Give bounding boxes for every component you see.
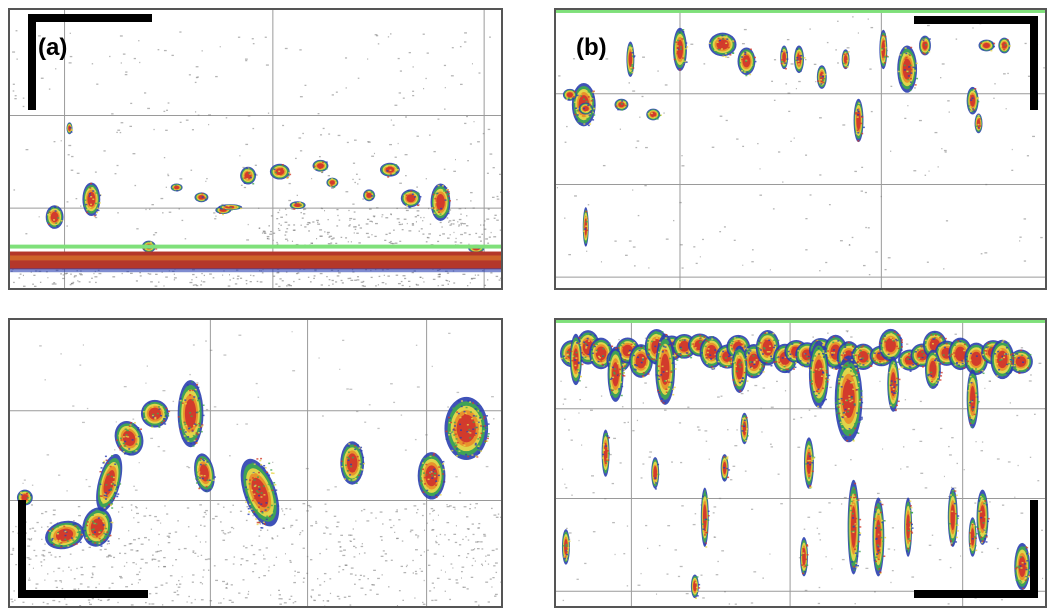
scale-bar-horizontal <box>28 14 152 22</box>
echogram-panel-c <box>8 318 503 608</box>
echogram-panel-b: (b) <box>554 8 1047 290</box>
scale-bar-horizontal <box>914 16 1038 24</box>
echogram-b-canvas <box>556 10 1045 288</box>
echogram-c-canvas <box>10 320 501 606</box>
scale-bar-vertical <box>28 14 36 110</box>
scale-bar-vertical <box>1030 500 1038 598</box>
echogram-d-canvas <box>556 320 1045 606</box>
scale-bar-horizontal <box>914 590 1038 598</box>
scale-bar-vertical <box>18 500 26 598</box>
fish-schools <box>562 27 1039 247</box>
echogram-panel-a: (a) <box>8 8 503 290</box>
seabed-line <box>10 244 501 273</box>
echogram-a-canvas <box>10 10 501 288</box>
scale-bar-vertical <box>1030 16 1038 110</box>
fish-schools <box>16 380 490 550</box>
echogram-panel-d <box>554 318 1047 608</box>
scale-bar-horizontal <box>18 590 148 598</box>
panel-label-b: (b) <box>576 34 607 61</box>
noise-speckle <box>10 331 501 606</box>
panel-label-a: (a) <box>38 34 68 61</box>
fish-schools <box>559 328 1033 599</box>
noise-speckle <box>10 30 501 288</box>
